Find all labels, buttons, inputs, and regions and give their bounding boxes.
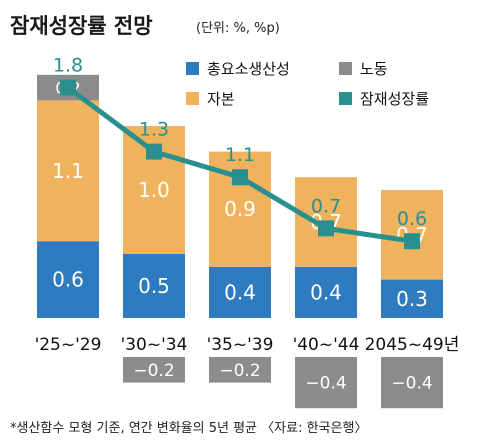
bar-tfp xyxy=(123,254,185,318)
chart-title: 잠재성장률 전망 xyxy=(10,14,153,38)
potential-growth-label: 1.8 xyxy=(53,55,83,77)
legend: 총요소생산성 노동 자본 잠재성장률 xyxy=(186,60,429,108)
label-labor: −0.2 xyxy=(219,361,260,381)
bars-group: 0.61.10.20.51.0−0.20.40.9−0.20.40.7−0.40… xyxy=(37,74,443,409)
potential-growth-label: 0.7 xyxy=(311,195,341,217)
label-capital: 1.0 xyxy=(138,178,170,202)
category-label: '40~'44 xyxy=(293,335,360,355)
bar-labor xyxy=(123,357,185,383)
footnote: *생산함수 모형 기준, 연간 변화율의 5년 평균 〈자료: 한국은행〉 xyxy=(10,420,367,436)
label-tfp: 0.6 xyxy=(52,268,84,292)
bar-tfp xyxy=(209,266,271,318)
legend-swatch-labor xyxy=(339,62,352,75)
label-tfp: 0.4 xyxy=(224,280,256,304)
legend-label-tfp: 총요소생산성 xyxy=(207,60,290,78)
category-label: '25~'29 xyxy=(35,335,102,355)
bar-labor xyxy=(381,357,443,409)
label-labor: −0.4 xyxy=(391,374,432,394)
potential-growth-marker xyxy=(146,143,162,160)
potential-growth-label: 0.6 xyxy=(397,208,427,230)
bar-tfp xyxy=(37,241,99,318)
bar-labor xyxy=(295,357,357,409)
bar-capital xyxy=(37,100,99,242)
label-tfp: 0.3 xyxy=(396,287,428,311)
legend-label-potential-growth: 잠재성장률 xyxy=(360,90,429,108)
category-label: 2045~49년 xyxy=(365,335,460,355)
category-label: '30~'34 xyxy=(121,335,188,355)
bar-tfp xyxy=(381,279,443,318)
bar-labor xyxy=(209,357,271,383)
legend-swatch-capital xyxy=(186,92,199,105)
potential-growth-marker xyxy=(404,233,420,250)
potential-growth-marker xyxy=(318,220,334,237)
legend-swatch-potential-growth xyxy=(339,92,352,105)
category-label: '35~'39 xyxy=(207,335,274,355)
unit-note: (단위: %, %p) xyxy=(196,21,280,36)
legend-swatch-tfp xyxy=(186,62,199,75)
label-capital: 0.9 xyxy=(224,197,256,221)
label-capital: 1.1 xyxy=(52,159,84,183)
label-tfp: 0.4 xyxy=(310,280,342,304)
potential-growth-marker xyxy=(232,169,248,186)
potential-growth-marker xyxy=(60,79,76,96)
category-labels: '25~'29 '30~'34 '35~'39 '40~'44 2045~49년 xyxy=(35,335,460,355)
label-tfp: 0.5 xyxy=(138,274,170,298)
label-labor: −0.2 xyxy=(133,361,174,381)
legend-label-labor: 노동 xyxy=(360,60,388,78)
legend-label-capital: 자본 xyxy=(207,90,235,108)
bar-tfp xyxy=(295,266,357,318)
potential-growth-label: 1.1 xyxy=(225,144,255,166)
line-group: 1.8 1.3 1.1 0.7 0.6 xyxy=(53,55,427,250)
potential-growth-label: 1.3 xyxy=(139,119,169,141)
label-labor: −0.4 xyxy=(305,374,346,394)
